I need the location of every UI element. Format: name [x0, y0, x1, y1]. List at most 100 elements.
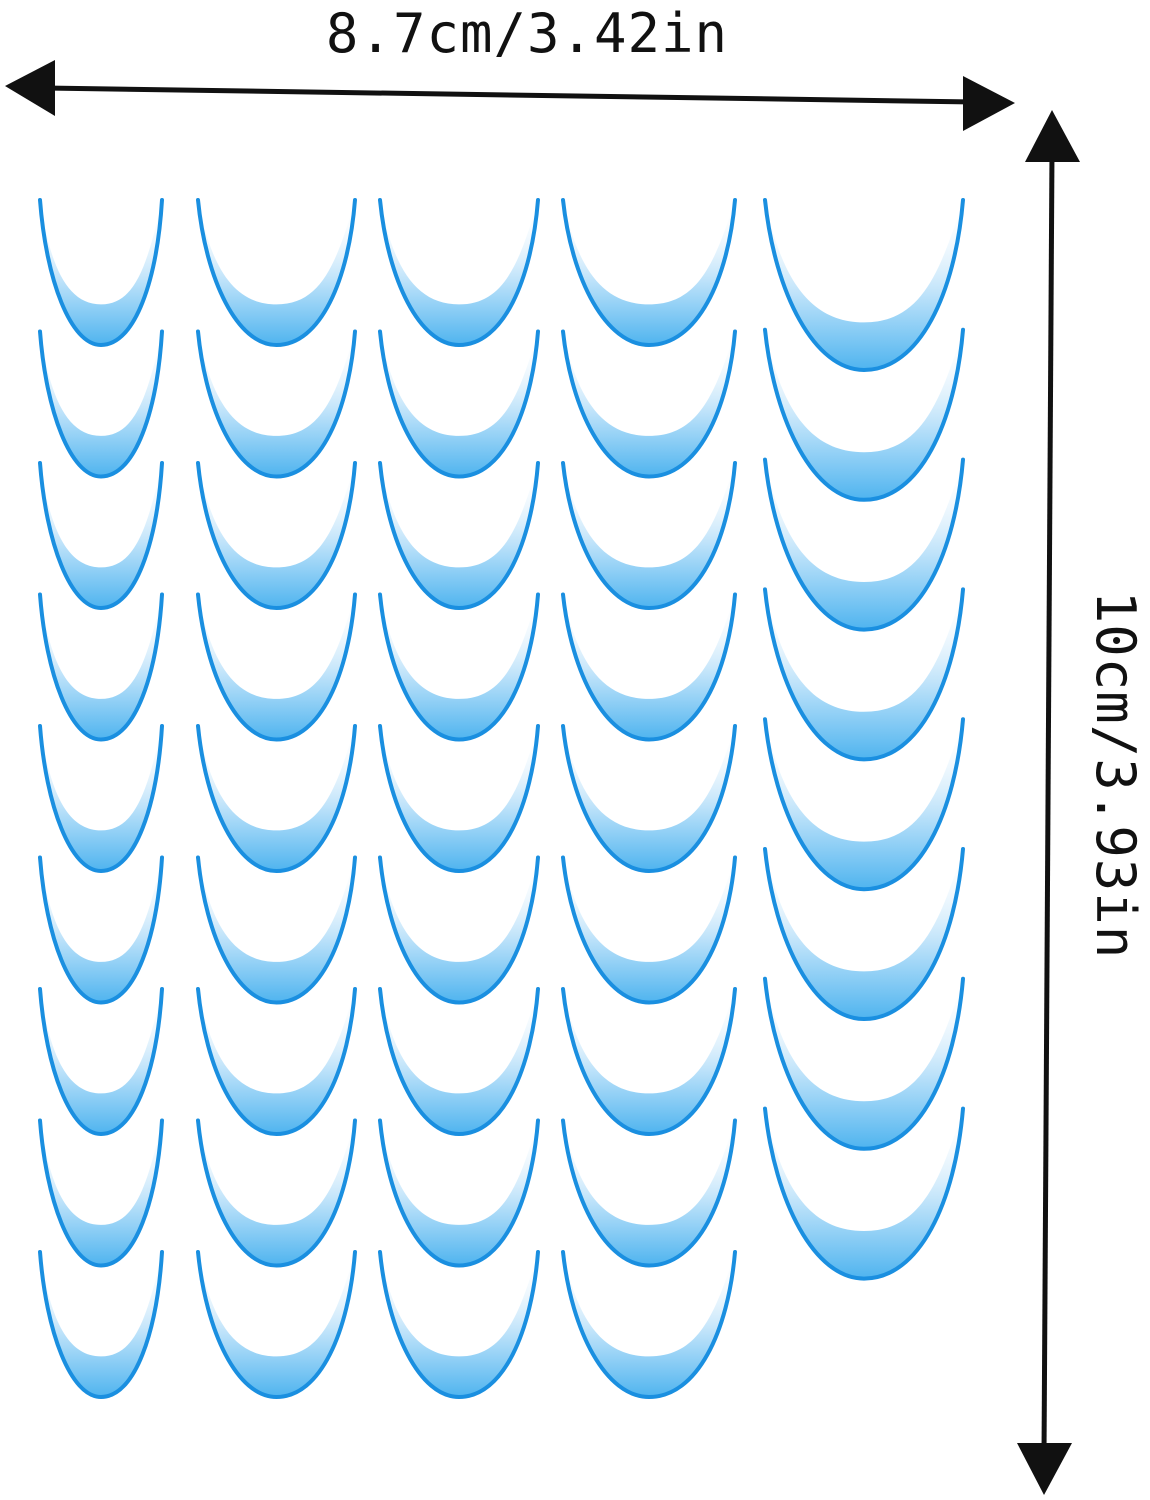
nail-tip-icon [196, 987, 357, 1137]
nail-tip-outline [378, 1118, 540, 1268]
nail-tip-outline [38, 1118, 164, 1268]
nail-tip-icon [196, 855, 357, 1005]
width-arrow-right-head [963, 76, 1015, 131]
nail-tip-icon [38, 987, 164, 1137]
nail-tip-outline [763, 717, 965, 892]
nail-tip-outline [196, 1250, 357, 1400]
nail-tip-icon [196, 1118, 357, 1268]
nail-tip-outline [763, 198, 965, 373]
nail-tip-fill [563, 594, 735, 740]
nail-tip-icon [196, 198, 357, 348]
nail-tip-outline [196, 724, 357, 874]
nail-tip-fill [563, 1120, 735, 1266]
nail-tip-icon [378, 1118, 540, 1268]
nail-tip-icon [196, 329, 357, 479]
nail-tip-outline [561, 724, 737, 874]
nail-tip-fill [40, 331, 162, 477]
nail-tip-outline [561, 855, 737, 1005]
nail-tip-icon [378, 855, 540, 1005]
nail-tip-outline [38, 592, 164, 742]
nail-tip-icon [561, 592, 737, 742]
nail-tip-fill [563, 726, 735, 871]
nail-tip-icon [38, 592, 164, 742]
nail-tip-outline [196, 987, 357, 1137]
nail-tip-fill [40, 463, 162, 608]
height-arrow-bottom-head [1017, 1443, 1072, 1495]
nail-tip-icon [378, 1250, 540, 1400]
height-dimension: 10cm/3.93in [1017, 110, 1147, 1495]
nail-tip-icon [378, 592, 540, 742]
nail-tip-outline [196, 592, 357, 742]
nail-tip-outline [196, 198, 357, 348]
nail-tip-outline [763, 587, 965, 762]
nail-tip-icon [378, 724, 540, 874]
nail-tip-icon [561, 987, 737, 1137]
nail-tip-outline [561, 592, 737, 742]
nail-tip-fill [40, 857, 162, 1003]
nail-tip-fill [40, 594, 162, 740]
nail-tip-icon [38, 855, 164, 1005]
nail-tip-outline [196, 461, 357, 611]
nail-tip-outline [561, 198, 737, 348]
nail-tip-fill [563, 331, 735, 477]
nail-tip-icon [378, 329, 540, 479]
nail-tip-fill [40, 200, 162, 345]
nail-tip-outline [378, 987, 540, 1137]
nail-tip-fill [198, 463, 355, 608]
width-arrow-line [44, 85, 976, 105]
nail-tip-fill [198, 857, 355, 1003]
nail-tip-icon [196, 592, 357, 742]
nail-tip-fill [765, 978, 963, 1149]
nail-tip-fill [563, 1252, 735, 1397]
nail-tip-fill [563, 857, 735, 1003]
nail-tip-fill [765, 589, 963, 760]
height-arrow-top-head [1025, 110, 1080, 162]
nail-tip-icon [763, 976, 965, 1151]
nail-tip-icon [763, 198, 965, 373]
nail-tip-outline [763, 327, 965, 502]
nail-tip-outline [38, 855, 164, 1005]
nail-tip-outline [561, 1250, 737, 1400]
nail-tip-fill [380, 726, 538, 871]
nail-tip-fill [380, 594, 538, 740]
nail-tip-icon [378, 987, 540, 1137]
nail-tip-grid [38, 198, 965, 1400]
nail-tip-outline [378, 329, 540, 479]
nail-tip-icon [38, 461, 164, 611]
nail-tip-icon [561, 198, 737, 348]
nail-tip-icon [38, 724, 164, 874]
nail-tip-outline [561, 461, 737, 611]
nail-tip-icon [196, 461, 357, 611]
nail-tip-fill [563, 200, 735, 345]
nail-tip-fill [380, 463, 538, 608]
nail-tip-icon [38, 1118, 164, 1268]
nail-tip-outline [378, 198, 540, 348]
nail-tip-fill [380, 331, 538, 477]
nail-tip-outline [378, 1250, 540, 1400]
nail-tip-icon [38, 329, 164, 479]
nail-tip-icon [378, 198, 540, 348]
nail-tip-outline [38, 987, 164, 1137]
nail-tip-icon [561, 461, 737, 611]
nail-tip-outline [378, 592, 540, 742]
nail-tip-fill [198, 989, 355, 1134]
nail-tip-fill [198, 200, 355, 345]
nail-tip-icon [38, 198, 164, 348]
nail-tip-icon [561, 855, 737, 1005]
nail-tip-outline [378, 724, 540, 874]
nail-tip-fill [198, 1120, 355, 1266]
nail-tip-fill [198, 1252, 355, 1397]
nail-tip-outline [378, 461, 540, 611]
nail-tip-icon [561, 1118, 737, 1268]
nail-tip-outline [38, 198, 164, 348]
nail-tip-fill [380, 857, 538, 1003]
nail-tip-outline [196, 855, 357, 1005]
nail-tip-fill [765, 1108, 963, 1279]
nail-tip-outline [38, 1250, 164, 1400]
nail-tip-icon [561, 724, 737, 874]
nail-tip-fill [563, 463, 735, 608]
nail-tip-fill [198, 726, 355, 871]
nail-tip-fill [40, 1252, 162, 1397]
nail-tip-icon [561, 1250, 737, 1400]
nail-tip-fill [40, 1120, 162, 1266]
